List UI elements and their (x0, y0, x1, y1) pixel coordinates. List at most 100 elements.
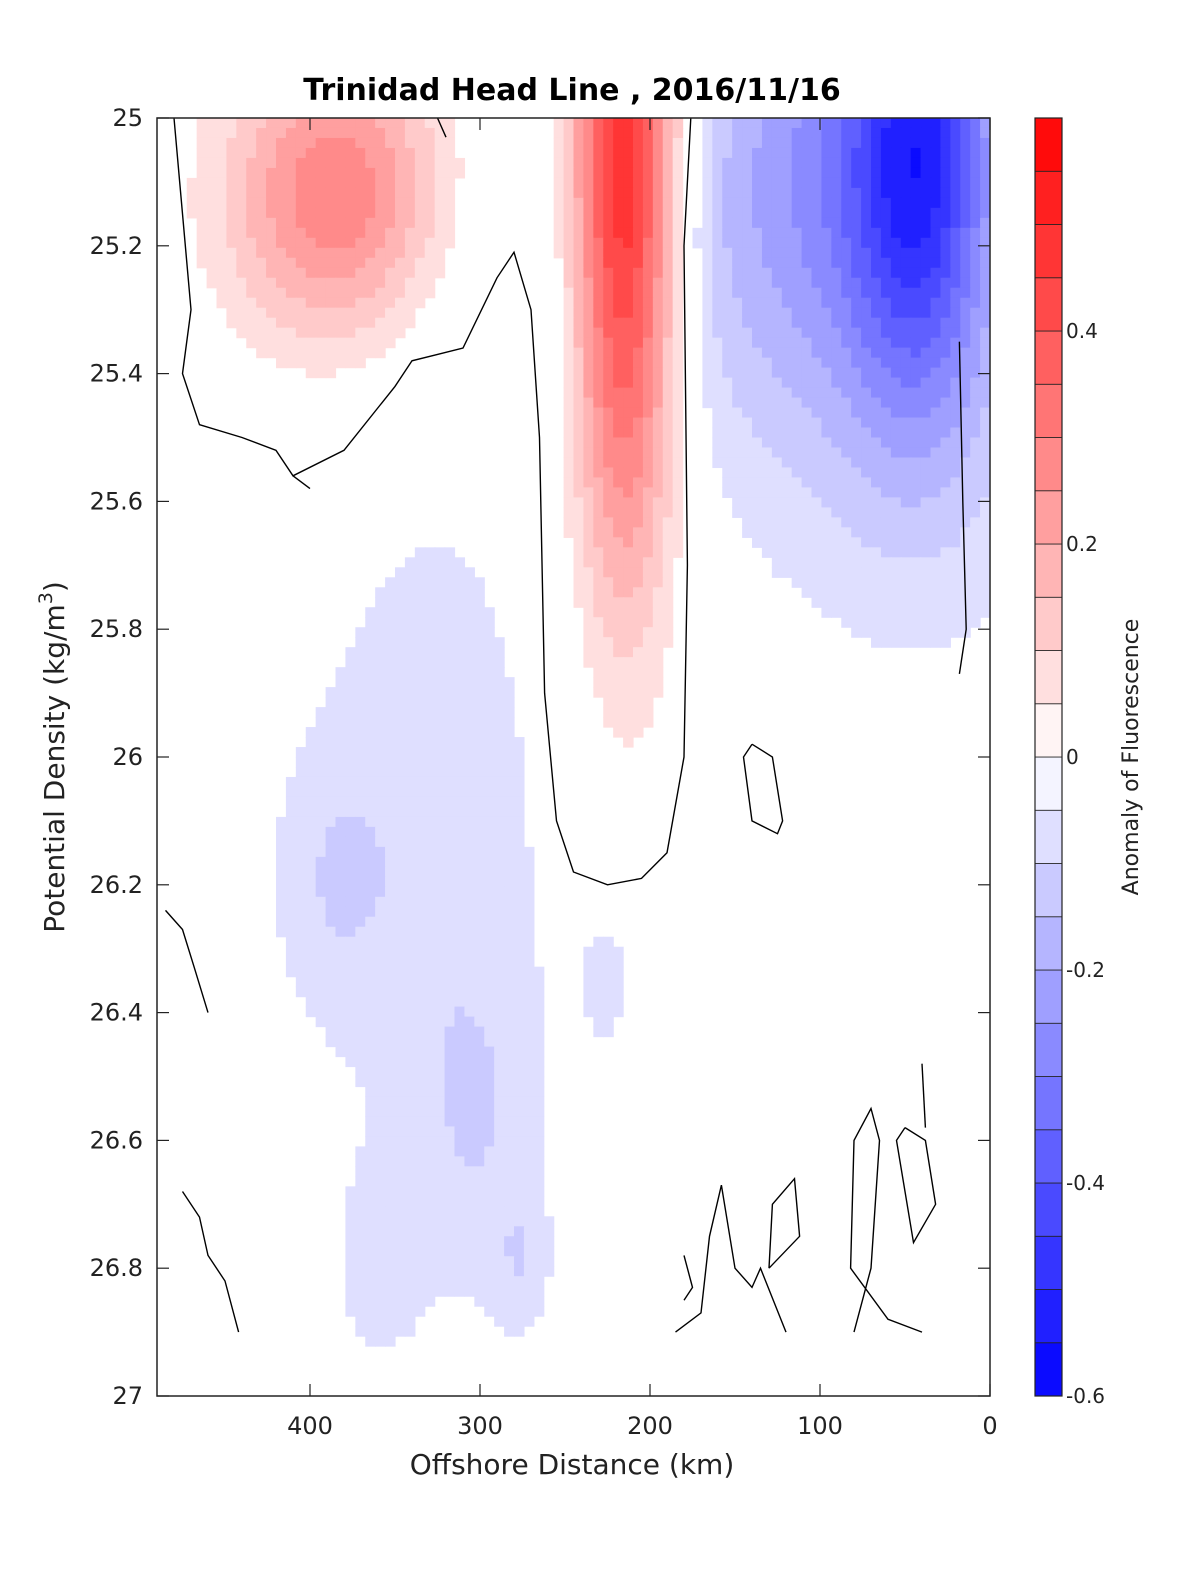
contour-cell-3041 (295, 786, 307, 798)
contour-cell-394 (831, 167, 842, 179)
contour-cell-3854 (365, 1116, 376, 1128)
contour-cell-4058 (484, 1216, 495, 1227)
contour-cell-880 (871, 237, 882, 249)
contour-cell-704 (375, 217, 386, 229)
contour-cell-2538 (623, 597, 634, 608)
contour-cell-406 (950, 167, 961, 179)
contour-cell-602 (841, 197, 852, 209)
contour-cell-29 (583, 118, 594, 129)
contour-cell-1941 (960, 437, 971, 449)
contour-cell-3949 (385, 1166, 396, 1177)
contour-cell-1335 (950, 307, 961, 319)
contour-cell-3258 (464, 866, 475, 878)
contour-cell-2055 (910, 467, 922, 479)
contour-cell-3207 (474, 846, 485, 858)
contour-cell-1957 (722, 447, 733, 459)
contour-cell-2669 (950, 627, 961, 638)
contour-cell-3811 (474, 1086, 485, 1098)
contour-cell-3943 (514, 1156, 525, 1167)
contour-cell-2945 (514, 737, 525, 748)
contour-cell-4139 (454, 1256, 466, 1267)
contour-cell-3700 (335, 1036, 347, 1048)
contour-cell-3989 (395, 1186, 406, 1197)
contour-cell-3488 (395, 956, 406, 968)
contour-cell-141 (246, 137, 257, 149)
contour-cell-1927 (821, 437, 832, 449)
contour-cell-3028 (404, 776, 416, 788)
contour-cell-3708 (414, 1036, 426, 1048)
contour-cell-3897 (434, 1136, 446, 1147)
contour-cell-1334 (940, 307, 951, 319)
contour-cell-4256 (504, 1326, 515, 1337)
contour-cell-2776 (345, 677, 356, 688)
contour-cell-3230 (444, 856, 456, 868)
contour-cell-2990 (494, 757, 505, 768)
contour-cell-1924 (791, 437, 803, 449)
contour-cell-3882 (464, 1126, 475, 1137)
contour-cell-133 (960, 127, 971, 139)
contour-cell-3219 (335, 856, 347, 868)
contour-cell-849 (553, 237, 565, 249)
contour-cell-382 (712, 167, 723, 179)
contour-cell-3139 (295, 826, 307, 838)
contour-cell-6 (256, 118, 267, 129)
contour-cell-351 (295, 167, 307, 179)
contour-cell-2022 (970, 457, 981, 469)
contour-cell-2162 (821, 497, 832, 508)
contour-cell-2878 (345, 717, 356, 728)
contour-cell-2604 (404, 617, 416, 628)
contour-cell-3120 (355, 816, 366, 828)
contour-cell-973 (335, 257, 347, 269)
contour-cell-2265 (672, 527, 684, 538)
contour-cell-427 (355, 177, 366, 189)
contour-cell-2099 (960, 477, 971, 489)
contour-cell-1682 (791, 377, 803, 389)
contour-cell-1476 (603, 337, 614, 349)
contour-cell-614 (960, 197, 971, 209)
contour-cell-474 (940, 177, 951, 189)
contour-cell-2027 (593, 467, 604, 479)
contour-cell-2459 (642, 577, 654, 588)
contour-cell-462 (821, 177, 832, 189)
contour-cell-2590 (890, 607, 902, 618)
contour-cell-4069 (385, 1226, 396, 1237)
contour-cell-1176 (563, 287, 575, 299)
contour-cell-1053 (603, 267, 614, 279)
contour-cell-861 (672, 237, 684, 249)
contour-cell-2645 (444, 627, 456, 638)
contour-cell-340 (980, 157, 990, 169)
contour-cell-3926 (533, 1146, 545, 1157)
colorbar-frame (1034, 117, 1063, 1397)
contour-cell-672 (851, 207, 862, 219)
contour-cell-3878 (424, 1126, 436, 1137)
contour-cell-1450 (920, 327, 932, 339)
contour-cell-1131 (761, 277, 773, 289)
contour-cell-3391 (494, 916, 505, 928)
contour-cell-3075 (395, 796, 406, 808)
contour-cell-4138 (444, 1256, 456, 1267)
contour-cell-1538 (702, 347, 713, 359)
contour-cell-2649 (484, 627, 495, 638)
contour-cell-3458 (385, 946, 396, 958)
contour-cell-3100 (404, 806, 416, 818)
contour-cell-3725 (375, 1046, 386, 1058)
contour-cell-2513 (900, 587, 912, 598)
contour-cell-4148 (543, 1256, 555, 1267)
contour-cell-4230 (385, 1306, 396, 1317)
contour-cell-4242 (375, 1316, 386, 1327)
contour-cell-1918 (732, 437, 743, 449)
contour-cell-1663 (583, 377, 594, 389)
contour-cell-2064 (573, 477, 585, 489)
contour-cell-2489 (444, 587, 456, 598)
contour-cell-2224 (633, 517, 644, 528)
contour-cell-4233 (414, 1306, 426, 1317)
contour-cell-2336 (633, 547, 644, 558)
contour-cell-2856 (375, 707, 386, 718)
contour-cell-281 (285, 157, 297, 169)
contour-cell-3089 (295, 806, 307, 818)
contour-cell-3061 (494, 786, 505, 798)
contour-cell-809 (851, 227, 862, 239)
contour-cell-3830 (484, 1096, 495, 1108)
contour-cell-540 (910, 187, 922, 199)
contour-cell-130 (930, 127, 942, 139)
